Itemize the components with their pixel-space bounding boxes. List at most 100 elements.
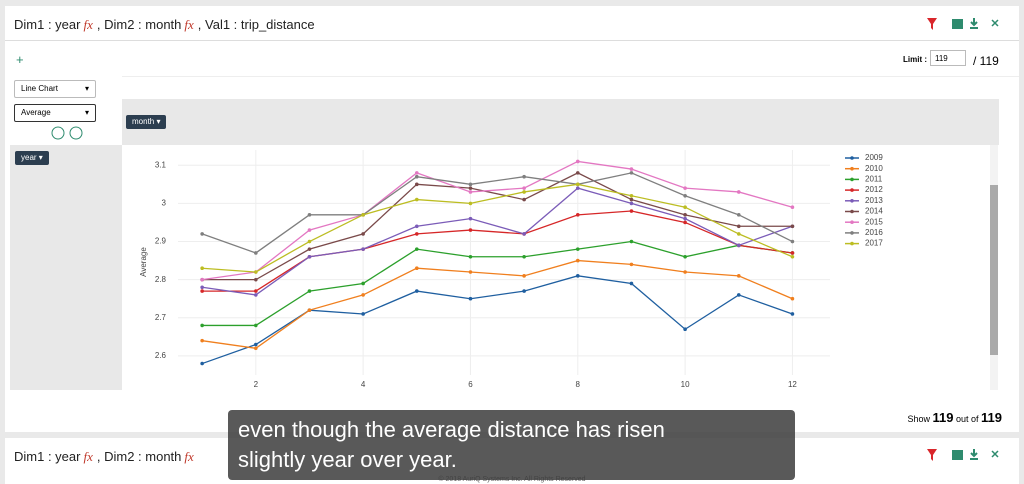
- data-point: [307, 228, 312, 232]
- year-chip[interactable]: year: [15, 151, 49, 165]
- data-point: [361, 312, 365, 316]
- title-part: Dim1 : year: [14, 17, 81, 32]
- horizontal-toggle[interactable]: [69, 126, 83, 140]
- data-point: [361, 232, 365, 236]
- data-point: [790, 224, 795, 229]
- data-point: [414, 266, 419, 271]
- data-point: [522, 289, 526, 293]
- data-point: [200, 277, 204, 282]
- video-caption: even though the average distance has ris…: [228, 410, 795, 480]
- show-label: Show: [907, 414, 930, 424]
- data-point: [414, 232, 419, 236]
- data-point: [575, 159, 580, 164]
- close-icon[interactable]: [991, 19, 999, 27]
- data-point: [736, 224, 741, 229]
- data-point: [468, 254, 473, 259]
- data-point: [307, 254, 312, 259]
- title-part: , Dim2 : month: [96, 449, 182, 464]
- data-point: [468, 296, 473, 301]
- show-count: Show 119 out of 119: [907, 410, 1002, 425]
- data-point: [468, 186, 473, 190]
- data-point: [522, 274, 526, 278]
- series-line: [202, 183, 793, 273]
- toolbar: [927, 18, 999, 30]
- data-point: [468, 182, 473, 187]
- data-point: [736, 293, 741, 297]
- table-icon[interactable]: [952, 19, 963, 29]
- fx-icon[interactable]: fx: [83, 449, 93, 464]
- data-point: [307, 247, 312, 251]
- data-point: [629, 201, 634, 206]
- data-point: [200, 232, 204, 236]
- legend-label: 2009: [865, 153, 883, 162]
- data-point: [629, 239, 634, 244]
- data-point: [790, 239, 795, 244]
- data-point: [683, 186, 687, 190]
- add-button[interactable]: +: [16, 52, 24, 67]
- data-point: [629, 197, 634, 202]
- data-point: [683, 254, 687, 259]
- data-point: [575, 182, 580, 187]
- aggregate-select[interactable]: Average: [14, 104, 96, 122]
- fx-icon[interactable]: fx: [184, 17, 194, 32]
- panel-title: Dim1 : year fx, Dim2 : month fx: [14, 449, 198, 465]
- panel-title: Dim1 : year fx, Dim2 : month fx, Val1 : tr…: [14, 17, 315, 33]
- series-line: [201, 172, 793, 254]
- series-line: [202, 210, 793, 292]
- count: 119: [932, 410, 954, 425]
- data-point: [683, 216, 687, 221]
- series-line: [202, 160, 793, 281]
- data-point: [522, 186, 526, 190]
- data-point: [629, 281, 634, 286]
- data-point: [200, 338, 204, 343]
- y-tick-label: 2.9: [155, 237, 167, 246]
- data-point: [254, 277, 258, 282]
- chart-type-select[interactable]: Line Chart: [14, 80, 96, 98]
- data-point: [790, 254, 795, 259]
- data-point: [468, 201, 473, 206]
- vertical-toggle[interactable]: [51, 126, 65, 140]
- data-point: [254, 323, 258, 328]
- data-point: [414, 174, 419, 179]
- legend-label: 2011: [865, 175, 883, 184]
- data-point: [629, 209, 634, 213]
- data-point: [575, 274, 580, 278]
- y-axis-label: Average: [139, 247, 148, 277]
- data-point: [522, 197, 526, 202]
- legend-label: 2013: [865, 196, 883, 205]
- limit-total: / 119: [973, 54, 999, 68]
- download-icon[interactable]: [970, 449, 978, 460]
- line-chart: Average 2.6 2.7 2.8 2.9 3 3.1 2 4 6 8 10 12 2009 2010…: [139, 150, 883, 389]
- table-icon[interactable]: [952, 450, 963, 460]
- data-point: [307, 308, 312, 312]
- data-point: [736, 274, 741, 278]
- data-point: [683, 220, 687, 225]
- limit-input[interactable]: 119: [930, 50, 966, 66]
- data-point: [254, 251, 258, 255]
- x-tick-label: 10: [681, 380, 690, 389]
- x-tick-label: 8: [576, 380, 581, 389]
- data-point: [629, 167, 634, 171]
- fx-icon[interactable]: fx: [184, 449, 194, 464]
- data-point: [522, 254, 526, 259]
- data-point: [307, 239, 312, 244]
- data-point: [254, 342, 258, 347]
- data-point: [683, 213, 687, 217]
- column-dim-bar: [122, 99, 999, 145]
- download-icon[interactable]: [970, 18, 978, 29]
- filter-icon[interactable]: [927, 449, 937, 461]
- data-point: [790, 296, 795, 301]
- data-point: [361, 247, 365, 251]
- legend-swatch-dot: [850, 209, 854, 214]
- data-point: [629, 262, 634, 267]
- close-icon[interactable]: [991, 450, 999, 458]
- legend-swatch-dot: [850, 231, 854, 235]
- data-point: [683, 193, 687, 198]
- legend-swatch-dot: [850, 166, 854, 171]
- filter-icon[interactable]: [927, 18, 937, 30]
- series-line: [201, 275, 793, 365]
- data-point: [736, 190, 741, 194]
- fx-icon[interactable]: fx: [83, 17, 93, 32]
- month-chip[interactable]: month: [126, 115, 167, 129]
